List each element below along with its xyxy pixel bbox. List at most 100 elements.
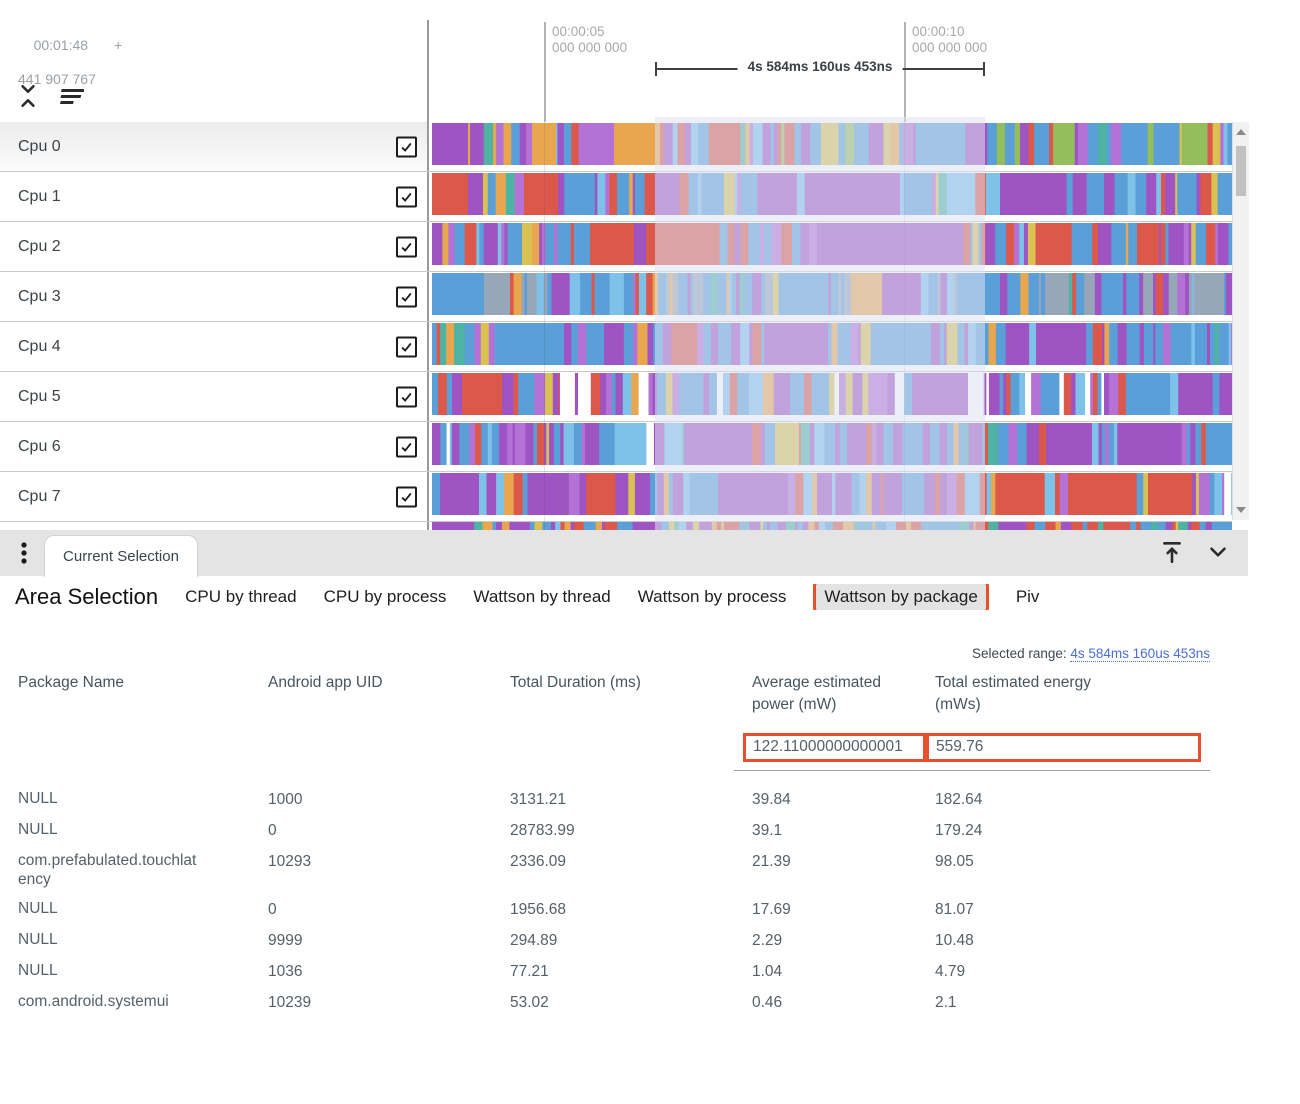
track-title: Cpu 2: [18, 237, 61, 255]
track-shell[interactable]: Cpu 3: [0, 272, 427, 321]
gridline: [544, 122, 545, 530]
scroll-down-icon[interactable]: [1236, 507, 1246, 513]
column-header: Total estimated energy (mWs): [935, 674, 1091, 713]
track-row: Cpu 4: [0, 322, 1232, 372]
track-checkbox[interactable]: [396, 136, 417, 157]
selected-range-link[interactable]: 4s 584ms 160us 453ns: [1070, 646, 1210, 662]
track-shell[interactable]: Cpu 5: [0, 372, 427, 421]
table-cell: 39.1: [752, 822, 783, 839]
collapse-panel-icon[interactable]: [1204, 538, 1232, 566]
track-shell[interactable]: Cpu 4: [0, 322, 427, 371]
track-title: Cpu 1: [18, 187, 61, 205]
track-row: Cpu 7: [0, 472, 1232, 522]
table-cell: 1000: [268, 791, 303, 808]
table-header-row: Package Name Android app UID Total Duratio…: [18, 672, 1210, 716]
ruler-tick: [544, 22, 546, 122]
column-header: Total Duration (ms): [510, 674, 641, 691]
track-row: Cpu 1: [0, 172, 1232, 222]
area-selection-overlay[interactable]: [655, 117, 985, 530]
table-cell: 2.1: [935, 994, 957, 1011]
ruler-tick-label: 00:00:10 000 000 000: [912, 24, 988, 55]
dock-to-top-icon[interactable]: [1158, 538, 1186, 566]
track-checkbox[interactable]: [396, 386, 417, 407]
selection-span-ruler: 4s 584ms 160us 453ns: [655, 59, 985, 76]
table-cell: 0: [268, 901, 277, 918]
track-checkbox[interactable]: [396, 286, 417, 307]
table-cell: 2336.09: [510, 853, 567, 870]
table-cell: 3131.21: [510, 791, 567, 808]
column-header: Package Name: [18, 674, 124, 691]
table-row: NULL 0 1956.68 17.69 81.07: [18, 894, 1210, 925]
sort-tracks-icon[interactable]: [56, 82, 84, 110]
table-cell: 17.69: [752, 901, 791, 918]
track-shell[interactable]: Cpu 7: [0, 472, 427, 521]
table-cell: 9999: [268, 932, 303, 949]
table-cell: 179.24: [935, 822, 983, 839]
table-row: com.prefabulated.touchlatency 10293 2336.0…: [18, 846, 1210, 894]
tab-current-selection-label: Current Selection: [63, 548, 179, 565]
aggregation-header: Area Selection CPU by thread CPU by proce…: [15, 584, 1285, 610]
table-cell: 4.79: [935, 963, 966, 980]
table-cell: 21.39: [752, 853, 791, 870]
track-shell[interactable]: Cpu 6: [0, 422, 427, 471]
table-cell: 10.48: [935, 932, 974, 949]
table-cell: 1.04: [752, 963, 783, 980]
table-cell: com.android.systemui: [18, 993, 169, 1010]
panel-title: Area Selection: [15, 584, 159, 609]
column-header: Average estimated power (mW): [752, 674, 881, 713]
table-cell: 81.07: [935, 901, 974, 918]
table-cell: 98.05: [935, 853, 974, 870]
track-checkbox[interactable]: [396, 236, 417, 257]
table-cell: NULL: [18, 900, 58, 917]
track-row: Cpu 3: [0, 272, 1232, 322]
wattson-package-table: Package Name Android app UID Total Duratio…: [18, 670, 1210, 1090]
aggregation-tab-piv[interactable]: Piv: [1015, 587, 1040, 606]
plus-label: +: [114, 37, 123, 53]
aggregation-tab-cpu-by-process[interactable]: CPU by process: [323, 587, 447, 606]
table-cell: 2.29: [752, 932, 783, 949]
collapse-tracks-icon[interactable]: [14, 82, 42, 110]
timeline-scrollbar[interactable]: [1232, 122, 1249, 520]
track-shell[interactable]: Cpu 1: [0, 172, 427, 221]
track-checkbox[interactable]: [396, 436, 417, 457]
track-title: Cpu 0: [18, 137, 61, 155]
track-title: Cpu 3: [18, 287, 61, 305]
summary-divider: [734, 770, 1210, 771]
summary-total-energy: 559.76: [926, 733, 1201, 762]
table-row: NULL 1000 3131.21 39.84 182.64: [18, 784, 1210, 815]
track-row: Cpu 6: [0, 422, 1232, 472]
scroll-up-icon[interactable]: [1236, 129, 1246, 135]
track-checkbox[interactable]: [396, 186, 417, 207]
track-title: Cpu 7: [18, 487, 61, 505]
table-row: com.android.systemui 10239 53.02 0.46 2.1: [18, 987, 1210, 1018]
table-row: NULL 9999 294.89 2.29 10.48: [18, 925, 1210, 956]
panel-menu-icon[interactable]: [14, 539, 42, 567]
track-checkbox[interactable]: [396, 486, 417, 507]
selected-range: Selected range: 4s 584ms 160us 453ns: [972, 646, 1210, 662]
table-cell: 10293: [268, 853, 312, 870]
table-cell: 0: [268, 822, 277, 839]
track-row: Cpu 5: [0, 372, 1232, 422]
track-row-partial: [0, 522, 1232, 530]
ruler-tick-label: 00:00:05 000 000 000: [552, 24, 628, 55]
track-shell[interactable]: Cpu 0: [0, 122, 427, 171]
aggregation-tabs: CPU by thread CPU by process Wattson by th…: [185, 584, 1040, 610]
aggregation-tab-wattson-by-process[interactable]: Wattson by process: [637, 587, 787, 606]
aggregation-tab-wattson-by-thread[interactable]: Wattson by thread: [473, 587, 611, 606]
track-shell[interactable]: Cpu 2: [0, 222, 427, 271]
track-checkbox[interactable]: [396, 336, 417, 357]
table-cell: 0.46: [752, 994, 783, 1011]
aggregation-tab-wattson-by-package[interactable]: Wattson by package: [813, 584, 989, 610]
track-shell-divider: [427, 20, 429, 530]
table-cell: 39.84: [752, 791, 791, 808]
track-title: Cpu 6: [18, 437, 61, 455]
table-cell: 294.89: [510, 932, 558, 949]
aggregation-tab-cpu-by-thread[interactable]: CPU by thread: [185, 587, 297, 606]
table-cell: 10239: [268, 994, 312, 1011]
viewport-origin-timestamp: 00:01:48 + 441 907 767: [18, 37, 123, 87]
table-body: NULL 1000 3131.21 39.84 182.64 NULL 0 28783.99 3…: [18, 784, 1210, 1018]
scrollbar-thumb[interactable]: [1236, 146, 1246, 196]
tab-current-selection[interactable]: Current Selection: [44, 535, 198, 577]
column-header: Android app UID: [268, 674, 383, 691]
